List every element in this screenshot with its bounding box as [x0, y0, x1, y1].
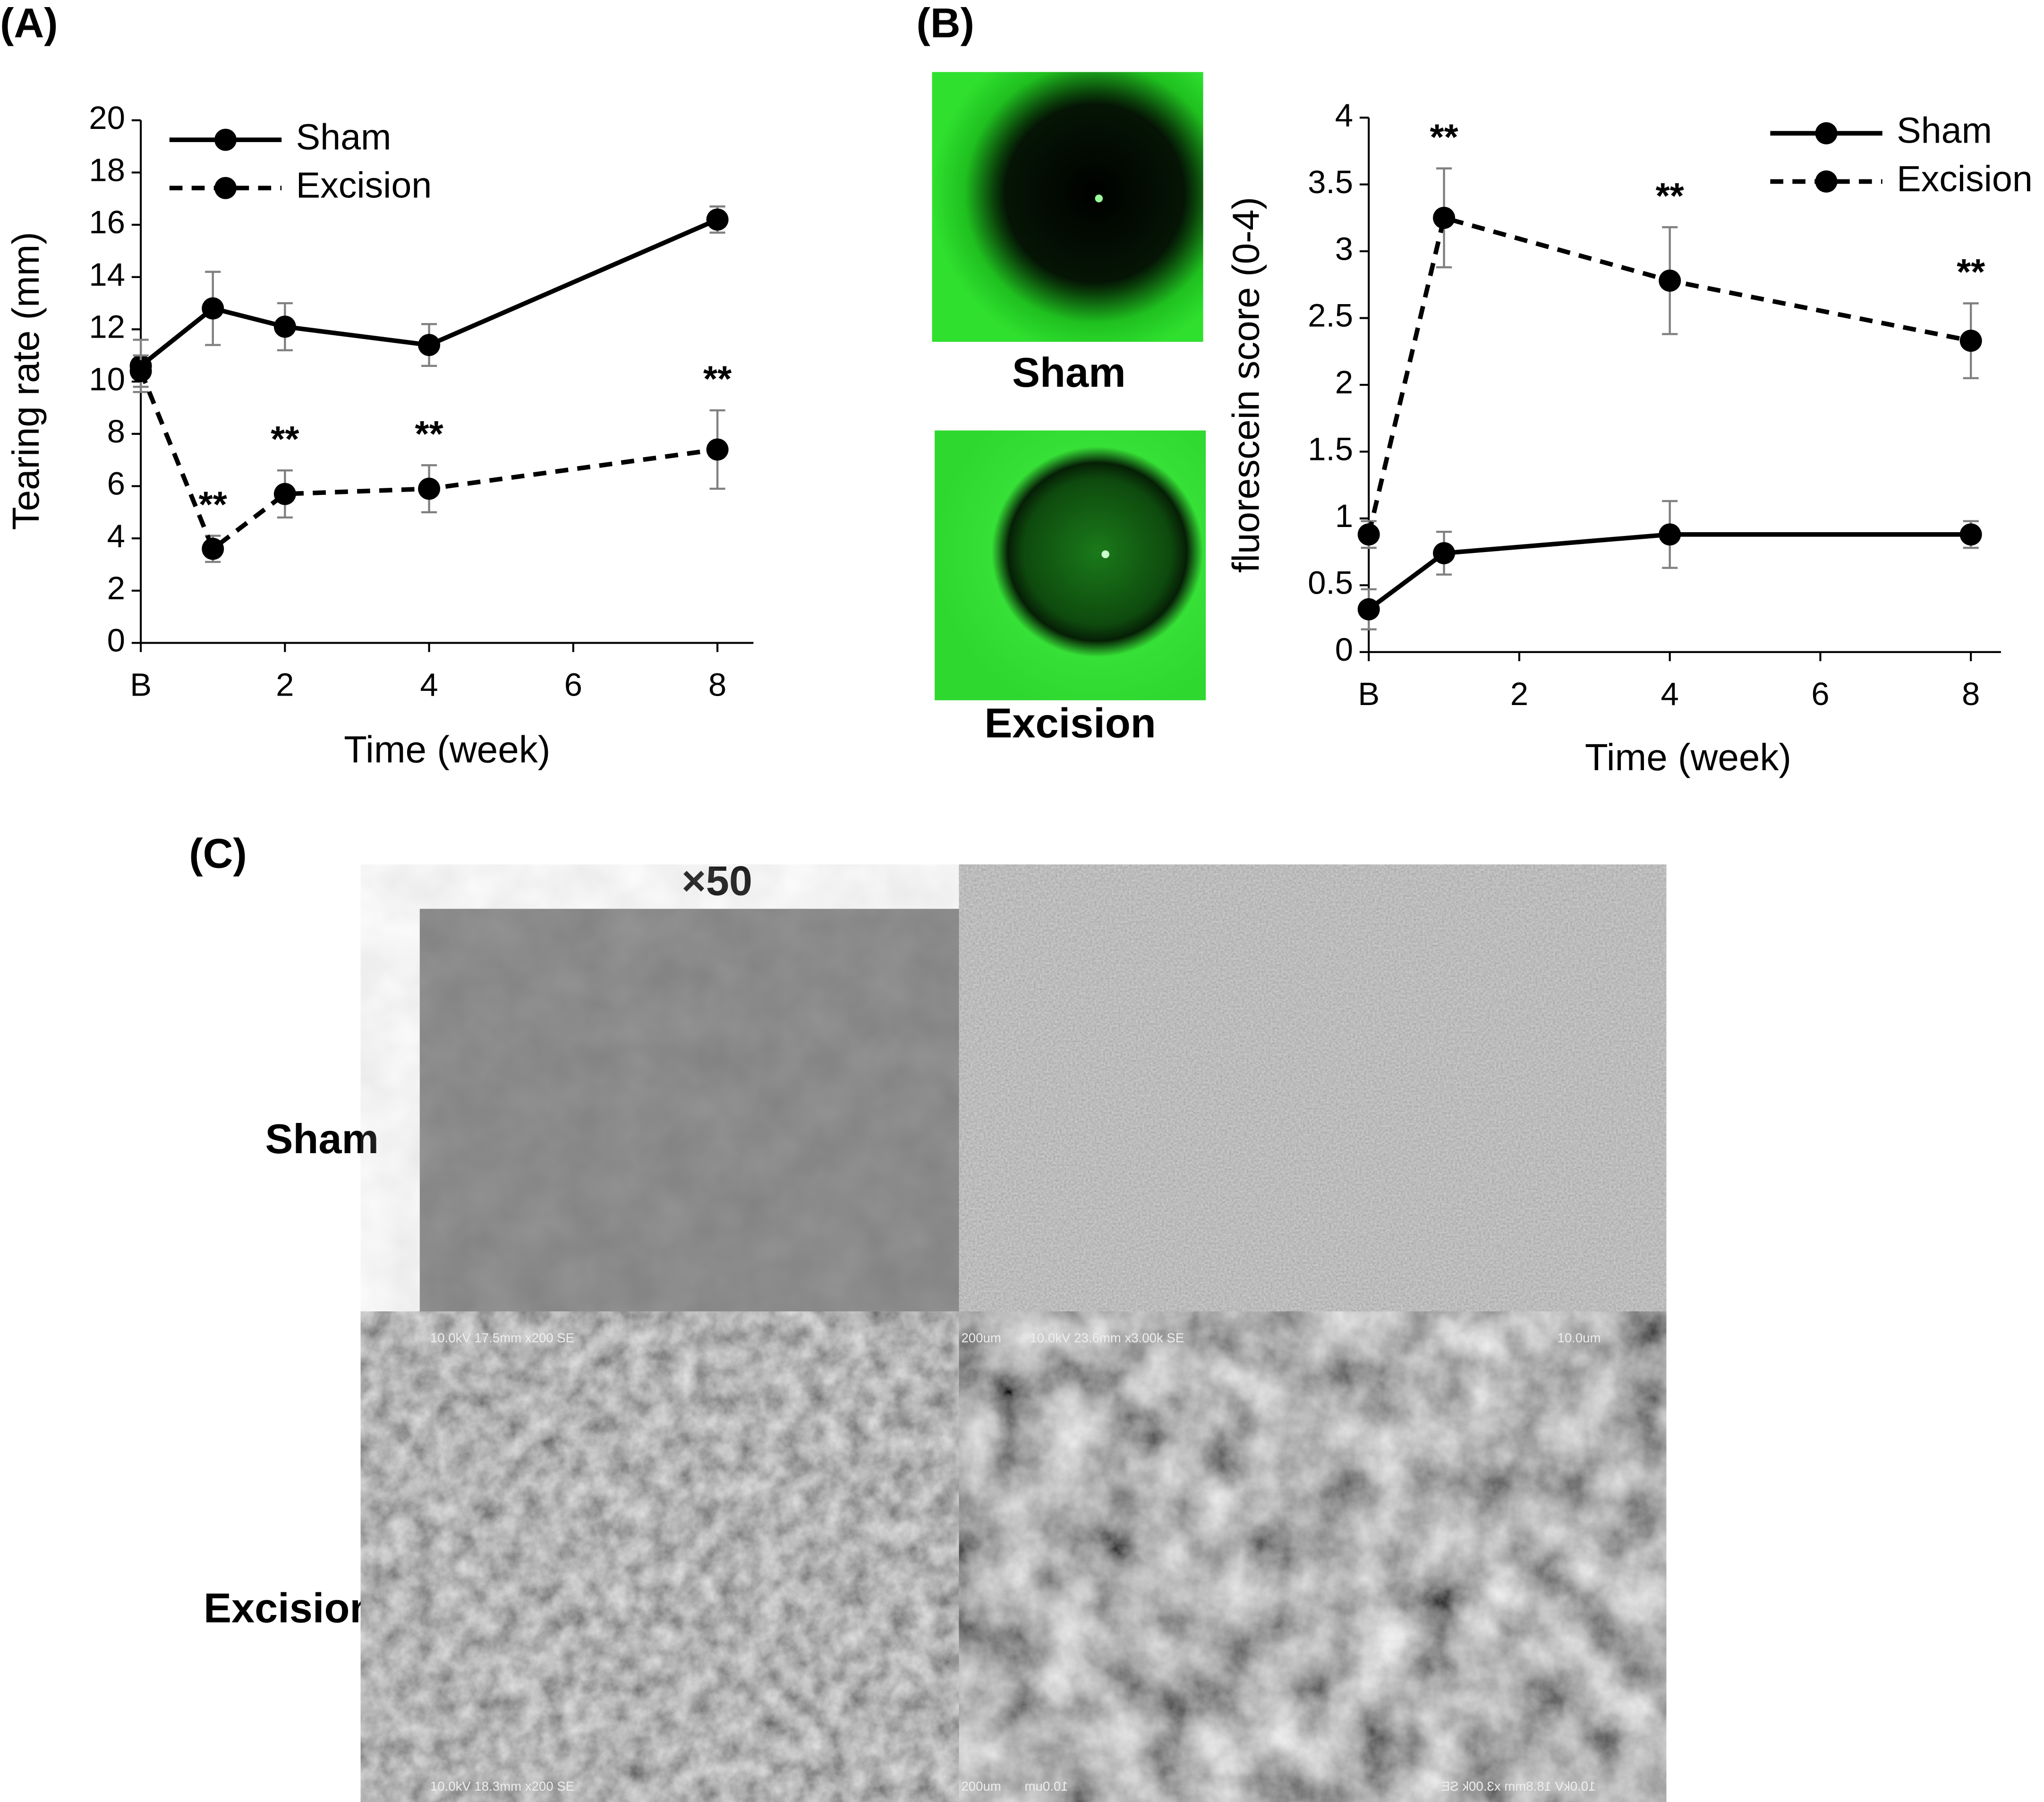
y-tick-label: 12 [89, 309, 125, 345]
point [418, 477, 441, 500]
x-axis-label: Time (week) [1585, 736, 1791, 778]
point [1659, 523, 1681, 546]
annotation: ** [1957, 252, 1985, 292]
point [202, 297, 224, 320]
y-tick-label: 4 [1335, 97, 1353, 133]
x-tick-label: B [1358, 676, 1380, 712]
mirrored-caption: 10.0kV 18.8mm x3.00k SE 10.0um [1025, 1779, 1596, 1794]
point [706, 438, 729, 461]
y-axis-label: Tearing rate (mm) [5, 232, 47, 530]
point [418, 334, 441, 357]
x-tick-label: B [130, 667, 152, 703]
y-axis-label: fluorescein score (0-4) [1225, 197, 1267, 573]
point [1959, 330, 1982, 352]
sem-caption: 10.0kV 23.6mm x3.00k SE [1030, 1331, 1184, 1345]
reflex [1095, 194, 1103, 203]
x-tick-label: 4 [1661, 676, 1679, 712]
legend-label: Sham [1897, 110, 1992, 151]
point [129, 360, 152, 382]
y-tick-label: 3.5 [1308, 164, 1353, 200]
sem-image [1018, 1356, 1608, 1799]
legend-marker [214, 128, 237, 151]
x-axis-label: Time (week) [344, 728, 550, 770]
x-tick-label: 6 [564, 667, 582, 703]
annotation: ** [415, 414, 443, 454]
annotation: ** [271, 419, 299, 459]
y-tick-label: 8 [107, 413, 125, 450]
y-tick-label: 1.5 [1308, 431, 1353, 468]
y-tick-label: 2 [1335, 364, 1353, 400]
point [1433, 542, 1456, 564]
y-tick-label: 18 [89, 152, 125, 188]
eye-image [935, 430, 1206, 700]
series-line [138, 370, 718, 552]
sem-caption: 10.0kV 18.8mm x3.00k SE [1441, 1779, 1596, 1794]
series-line [1366, 215, 1972, 535]
x-tick-label: 2 [276, 667, 294, 703]
x-tick-label: 8 [708, 667, 726, 703]
point [706, 208, 729, 231]
legend-marker [214, 177, 237, 199]
legend-marker [1815, 122, 1838, 144]
sem-caption: 10.0um [1025, 1779, 1068, 1794]
legend-marker [1815, 170, 1838, 193]
y-tick-label: 2 [107, 570, 125, 606]
x-tick-label: 6 [1811, 676, 1829, 712]
point [1959, 523, 1982, 546]
sem-texture [419, 909, 1011, 1351]
sem-caption: 10.0um [1557, 1331, 1601, 1345]
point [1433, 206, 1456, 229]
y-tick-label: 16 [89, 204, 125, 240]
panel-label: (B) [916, 0, 974, 46]
legend-label: Excision [1897, 159, 2033, 199]
point [273, 483, 296, 505]
sem-caption: 10.0kV 17.5mm x200 SE [430, 1331, 574, 1345]
panel-label: (C) [189, 830, 247, 876]
y-tick-label: 4 [107, 518, 125, 554]
series-line [1367, 532, 1971, 612]
panel-label: (A) [0, 0, 58, 46]
magnification: ×50 [681, 857, 752, 904]
point [202, 537, 224, 560]
reflex [1101, 550, 1109, 559]
sem-caption: 200um [961, 1331, 1001, 1345]
point [1659, 269, 1681, 292]
annotation: ** [1656, 176, 1684, 216]
y-tick-label: 0 [1335, 631, 1353, 668]
sem-image [419, 1356, 1011, 1799]
eye-label: Sham [1012, 349, 1126, 396]
y-tick-label: 6 [107, 466, 125, 502]
legend-label: Excision [296, 165, 432, 206]
legend-label: Sham [296, 117, 392, 157]
point [1357, 523, 1380, 546]
sem-caption: 200um [961, 1779, 1001, 1794]
x-tick-label: 4 [420, 667, 438, 703]
y-tick-label: 14 [89, 256, 125, 293]
row-label: Sham [265, 1115, 379, 1162]
annotation: ** [703, 359, 732, 400]
x-tick-label: 8 [1962, 676, 1980, 712]
y-tick-label: 0.5 [1308, 565, 1353, 601]
eye-label: Excision [985, 699, 1156, 746]
point [1357, 598, 1380, 620]
y-tick-label: 20 [89, 100, 125, 136]
point [273, 315, 296, 338]
row-label: Excision [204, 1585, 375, 1632]
magnification: ×3000 [1252, 857, 1369, 904]
annotation: ** [199, 484, 227, 525]
y-tick-label: 10 [89, 361, 125, 397]
sem-caption: 10.0kV 18.3mm x200 SE [430, 1779, 574, 1794]
y-tick-label: 2.5 [1308, 298, 1353, 334]
y-tick-label: 0 [107, 622, 125, 659]
y-tick-label: 3 [1335, 230, 1353, 267]
annotation: ** [1430, 117, 1458, 157]
y-tick-label: 1 [1335, 498, 1353, 534]
x-tick-label: 2 [1510, 676, 1528, 712]
sem-image [1018, 909, 1608, 1351]
eye-image [932, 72, 1203, 342]
